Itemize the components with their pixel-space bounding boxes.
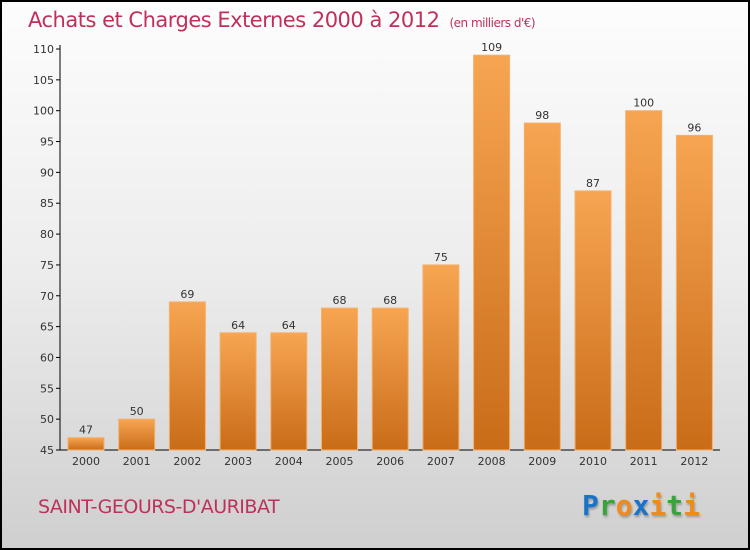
x-tick-label: 2009 — [528, 455, 556, 468]
data-label: 69 — [180, 288, 194, 301]
x-tick-label: 2000 — [72, 455, 100, 468]
y-tick-label: 65 — [40, 321, 54, 334]
data-label: 109 — [481, 41, 502, 54]
y-tick-label: 60 — [40, 351, 54, 364]
bar-2009 — [523, 122, 561, 451]
logo-letter: o — [615, 489, 633, 522]
bar-2011 — [625, 110, 663, 451]
logo-letter: P — [582, 489, 599, 522]
bar-2012 — [675, 134, 713, 451]
data-label: 47 — [79, 424, 93, 437]
y-tick-label: 100 — [33, 105, 54, 118]
x-tick-label: 2006 — [376, 455, 404, 468]
data-label: 98 — [535, 109, 549, 122]
logo-letter: i — [683, 489, 701, 522]
x-tick-label: 2008 — [478, 455, 506, 468]
x-tick-label: 2005 — [326, 455, 354, 468]
y-tick-label: 50 — [40, 413, 54, 426]
data-label: 87 — [586, 177, 600, 190]
bar-2001 — [118, 418, 156, 451]
title-text: Achats et Charges Externes 2000 à 2012 — [28, 8, 440, 32]
y-tick-label: 45 — [40, 444, 54, 457]
data-label: 64 — [231, 319, 245, 332]
bar-2003 — [219, 332, 257, 451]
bar-2005 — [321, 307, 358, 451]
chart-title: Achats et Charges Externes 2000 à 2012 (e… — [28, 8, 536, 32]
data-label: 50 — [130, 405, 144, 418]
proxiti-logo: Proxiti — [582, 489, 700, 522]
subtitle-text: (en milliers d'€) — [449, 16, 536, 30]
bar-2006 — [371, 307, 409, 451]
y-tick-label: 75 — [40, 259, 54, 272]
data-label: 68 — [333, 294, 347, 307]
x-tick-label: 2004 — [275, 455, 303, 468]
y-tick-label: 95 — [40, 136, 54, 149]
data-label: 64 — [282, 319, 296, 332]
y-tick-label: 90 — [40, 166, 54, 179]
bar-2008 — [473, 54, 511, 451]
bar-2000 — [67, 437, 105, 451]
x-tick-label: 2001 — [123, 455, 151, 468]
y-tick-label: 70 — [40, 290, 54, 303]
x-tick-label: 2002 — [173, 455, 201, 468]
bar-2002 — [168, 301, 206, 451]
data-label: 96 — [687, 121, 701, 134]
x-tick-label: 2010 — [579, 455, 607, 468]
x-tick-label: 2011 — [630, 455, 658, 468]
logo-letter: x — [632, 489, 650, 522]
logo-letter: i — [649, 489, 667, 522]
data-label: 75 — [434, 251, 448, 264]
data-label: 68 — [383, 294, 397, 307]
logo-letter: r — [598, 489, 616, 522]
y-tick-label: 85 — [40, 197, 54, 210]
x-tick-label: 2007 — [427, 455, 455, 468]
city-name: SAINT-GEOURS-D'AURIBAT — [38, 496, 280, 518]
data-label: 100 — [633, 97, 654, 110]
y-tick-label: 105 — [33, 74, 54, 87]
bar-2010 — [574, 190, 612, 451]
y-tick-label: 55 — [40, 382, 54, 395]
x-tick-label: 2012 — [680, 455, 708, 468]
x-tick-label: 2003 — [224, 455, 252, 468]
y-tick-label: 80 — [40, 228, 54, 241]
y-tick-label: 110 — [33, 43, 54, 56]
bar-2004 — [270, 332, 308, 451]
logo-letter: t — [666, 489, 684, 522]
bar-2007 — [422, 264, 460, 451]
